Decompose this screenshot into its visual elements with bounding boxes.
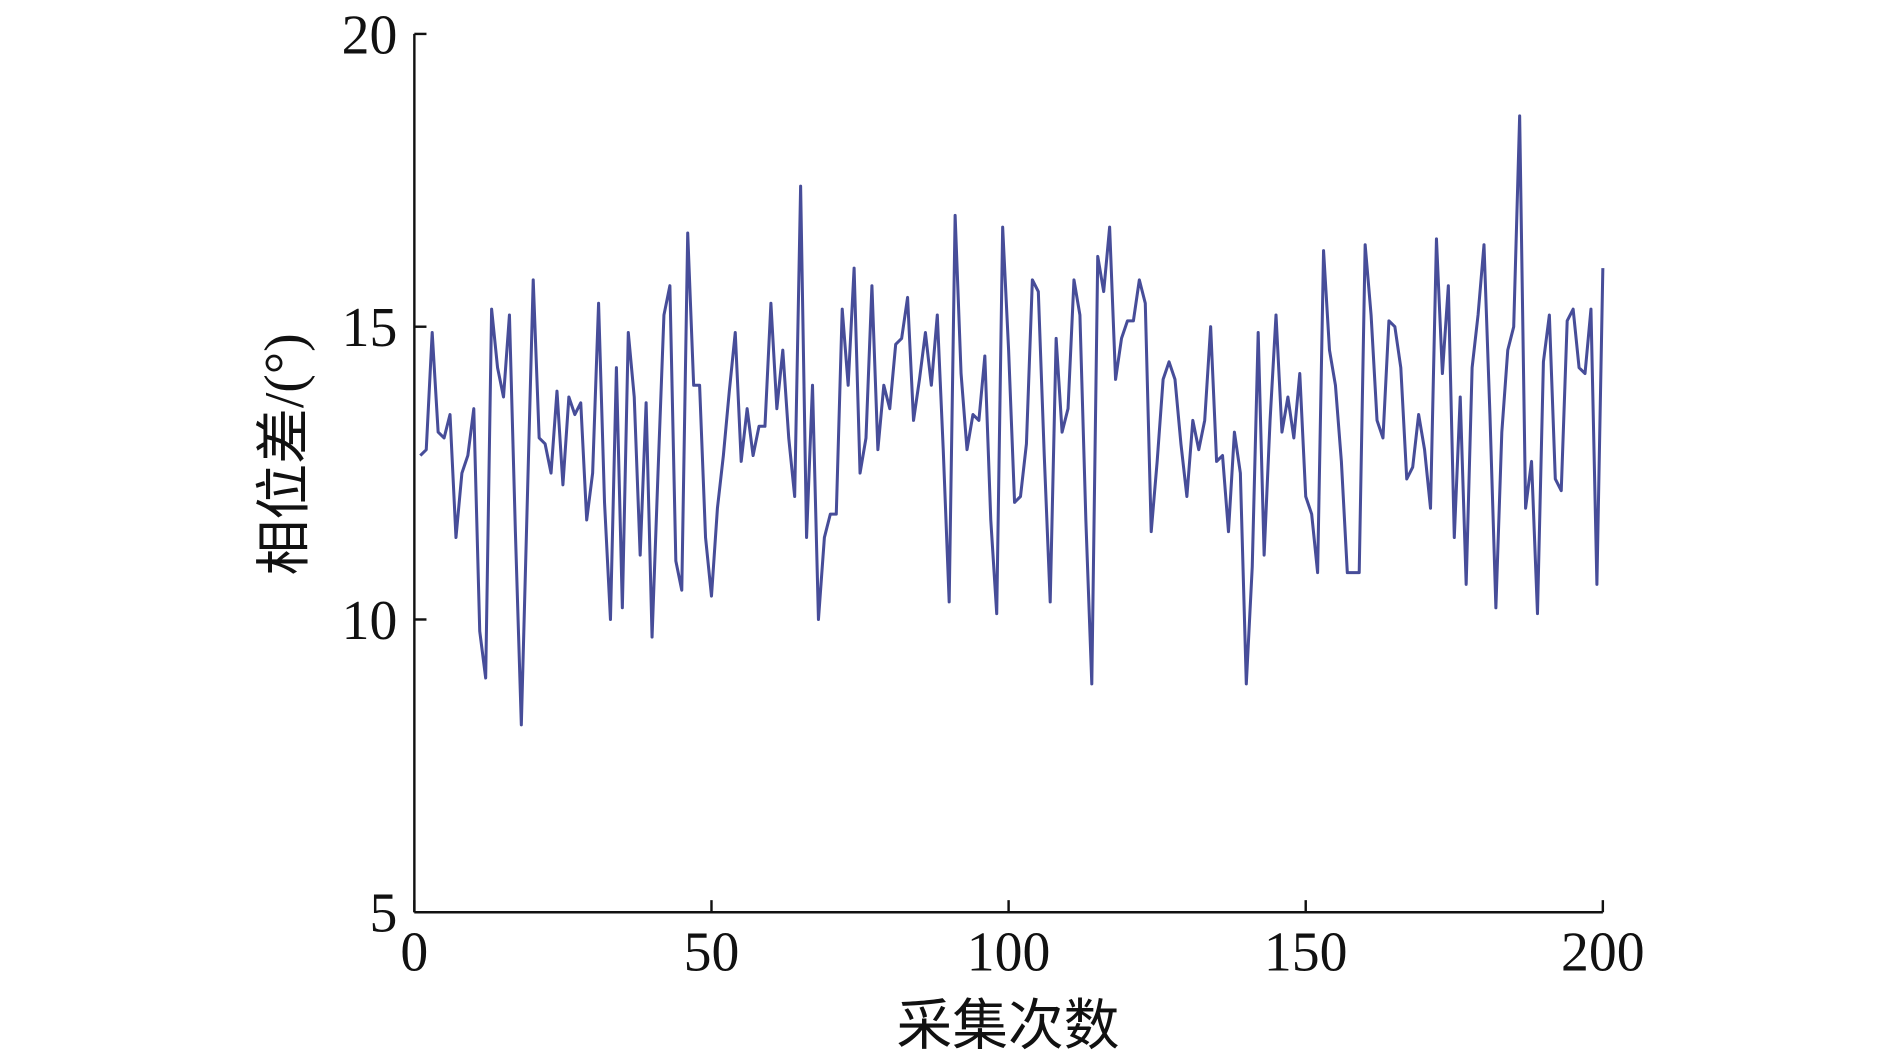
y-tick-label: 10 [342,590,398,652]
x-tick-label: 200 [1561,921,1645,983]
data-line [419,114,1605,727]
y-tick-label: 20 [342,4,398,66]
y-tick-label: 5 [370,883,398,945]
x-tick-label: 150 [1264,921,1348,983]
y-axis-label: 相位差/(°) [254,333,316,575]
y-tick-label: 15 [342,297,398,359]
x-axis-label: 采集次数 [897,995,1120,1057]
x-tick-label: 100 [967,921,1051,983]
x-tick-label: 0 [400,921,428,983]
x-tick-label: 50 [684,921,740,983]
